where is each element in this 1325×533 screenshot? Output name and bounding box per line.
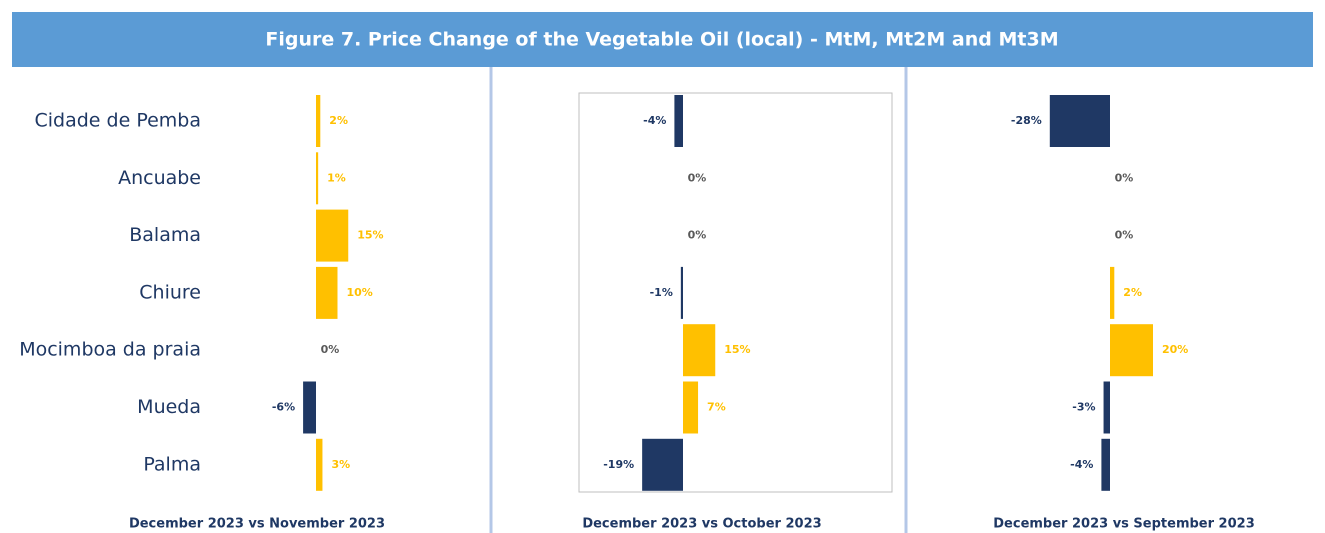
figure-title: Figure 7. Price Change of the Vegetable … — [265, 29, 1058, 51]
value-label: 0% — [688, 229, 707, 242]
value-label: -4% — [1070, 458, 1093, 471]
value-label: -28% — [1011, 114, 1042, 127]
bar — [1110, 266, 1115, 319]
value-label: 3% — [331, 458, 350, 471]
bar — [316, 152, 319, 205]
bar — [1103, 381, 1110, 434]
bar — [683, 324, 716, 377]
bar — [1049, 95, 1110, 147]
bar — [316, 438, 323, 491]
bar — [683, 381, 699, 434]
value-label: 0% — [1115, 171, 1134, 184]
bar — [316, 266, 338, 319]
value-label: 0% — [1115, 229, 1134, 242]
value-label: 2% — [329, 114, 348, 127]
value-label: 1% — [327, 171, 346, 184]
category-label: Mocimboa da praia — [19, 339, 201, 361]
bar — [303, 381, 316, 434]
bar — [680, 266, 683, 319]
bar — [1101, 438, 1110, 491]
bar — [674, 95, 683, 147]
panel-subtitle: December 2023 vs October 2023 — [582, 517, 821, 532]
category-label: Balama — [129, 224, 201, 246]
title-banner — [12, 12, 1313, 67]
value-label: -3% — [1072, 401, 1095, 414]
category-label: Chiure — [139, 281, 201, 303]
value-label: 2% — [1123, 286, 1142, 299]
value-label: -1% — [650, 286, 673, 299]
value-label: -6% — [272, 401, 295, 414]
category-label: Palma — [143, 453, 201, 475]
category-label: Cidade de Pemba — [34, 110, 201, 132]
value-label: 10% — [347, 286, 373, 299]
value-label: -19% — [603, 458, 634, 471]
value-label: 15% — [357, 229, 383, 242]
bar — [316, 209, 349, 262]
value-label: 15% — [724, 343, 750, 356]
value-label: 0% — [321, 343, 340, 356]
value-label: 0% — [688, 171, 707, 184]
category-label: Ancuabe — [118, 167, 201, 189]
value-label: 20% — [1162, 343, 1188, 356]
panel-subtitle: December 2023 vs November 2023 — [129, 517, 385, 532]
panel-subtitle: December 2023 vs September 2023 — [993, 517, 1255, 532]
bar — [1110, 324, 1153, 377]
category-label: Mueda — [137, 396, 201, 418]
value-label: 7% — [707, 401, 726, 414]
panel-frame — [578, 92, 893, 493]
bar — [642, 438, 683, 491]
bar — [316, 95, 321, 147]
value-label: -4% — [643, 114, 666, 127]
